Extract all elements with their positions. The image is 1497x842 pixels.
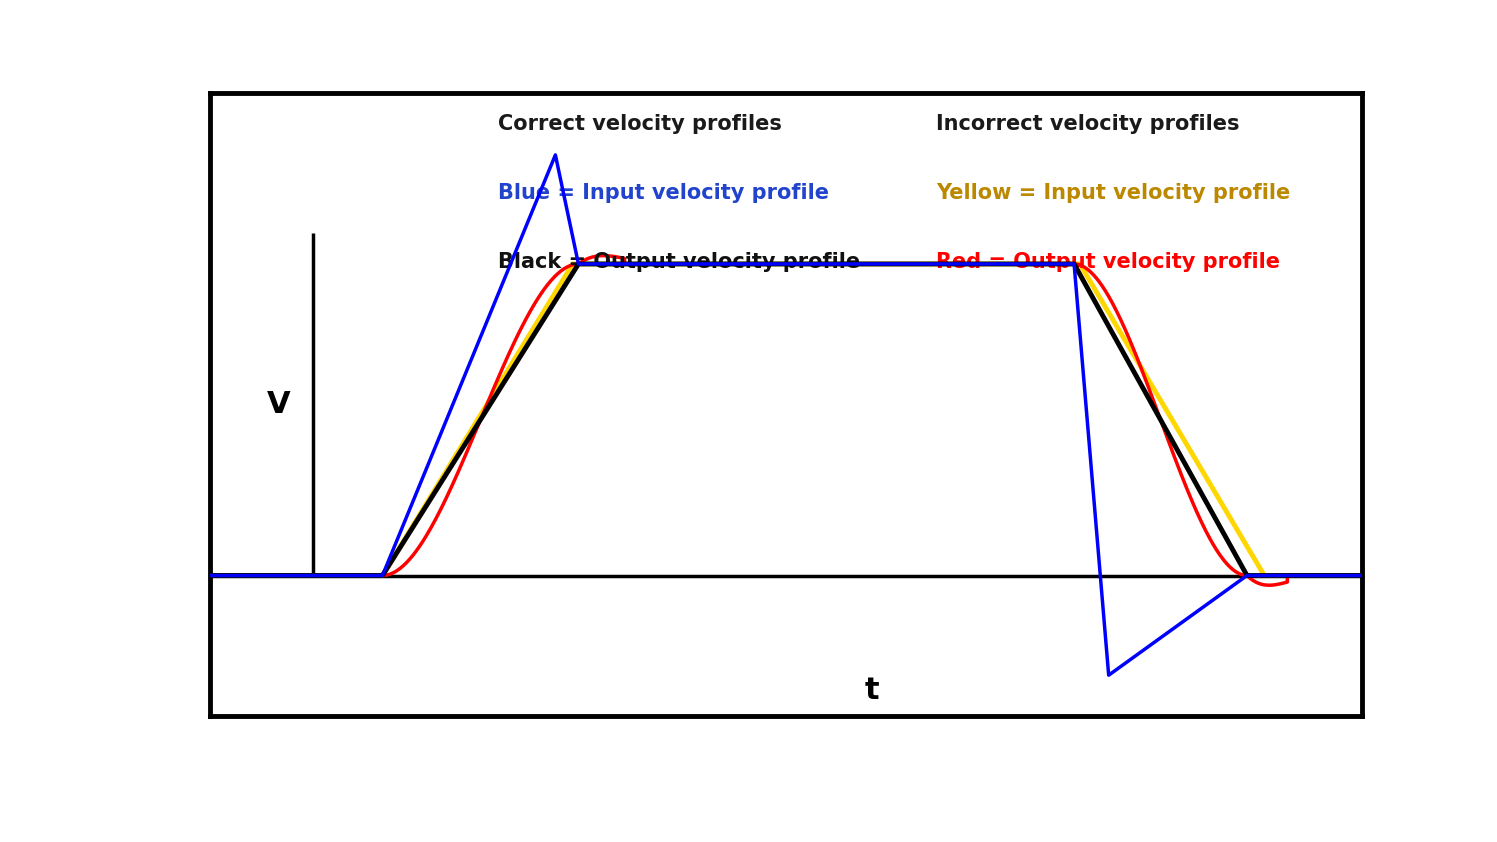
Text: t: t (865, 676, 880, 706)
Text: Yellow = Input velocity profile: Yellow = Input velocity profile (936, 183, 1290, 203)
Text: Correct velocity profiles: Correct velocity profiles (499, 115, 781, 135)
Text: Black = Output velocity profile: Black = Output velocity profile (499, 252, 859, 271)
Text: Red = Output velocity profile: Red = Output velocity profile (936, 252, 1280, 271)
Text: Blue = Input velocity profile: Blue = Input velocity profile (499, 183, 829, 203)
Text: Incorrect velocity profiles: Incorrect velocity profiles (936, 115, 1240, 135)
Text: V: V (266, 390, 290, 418)
